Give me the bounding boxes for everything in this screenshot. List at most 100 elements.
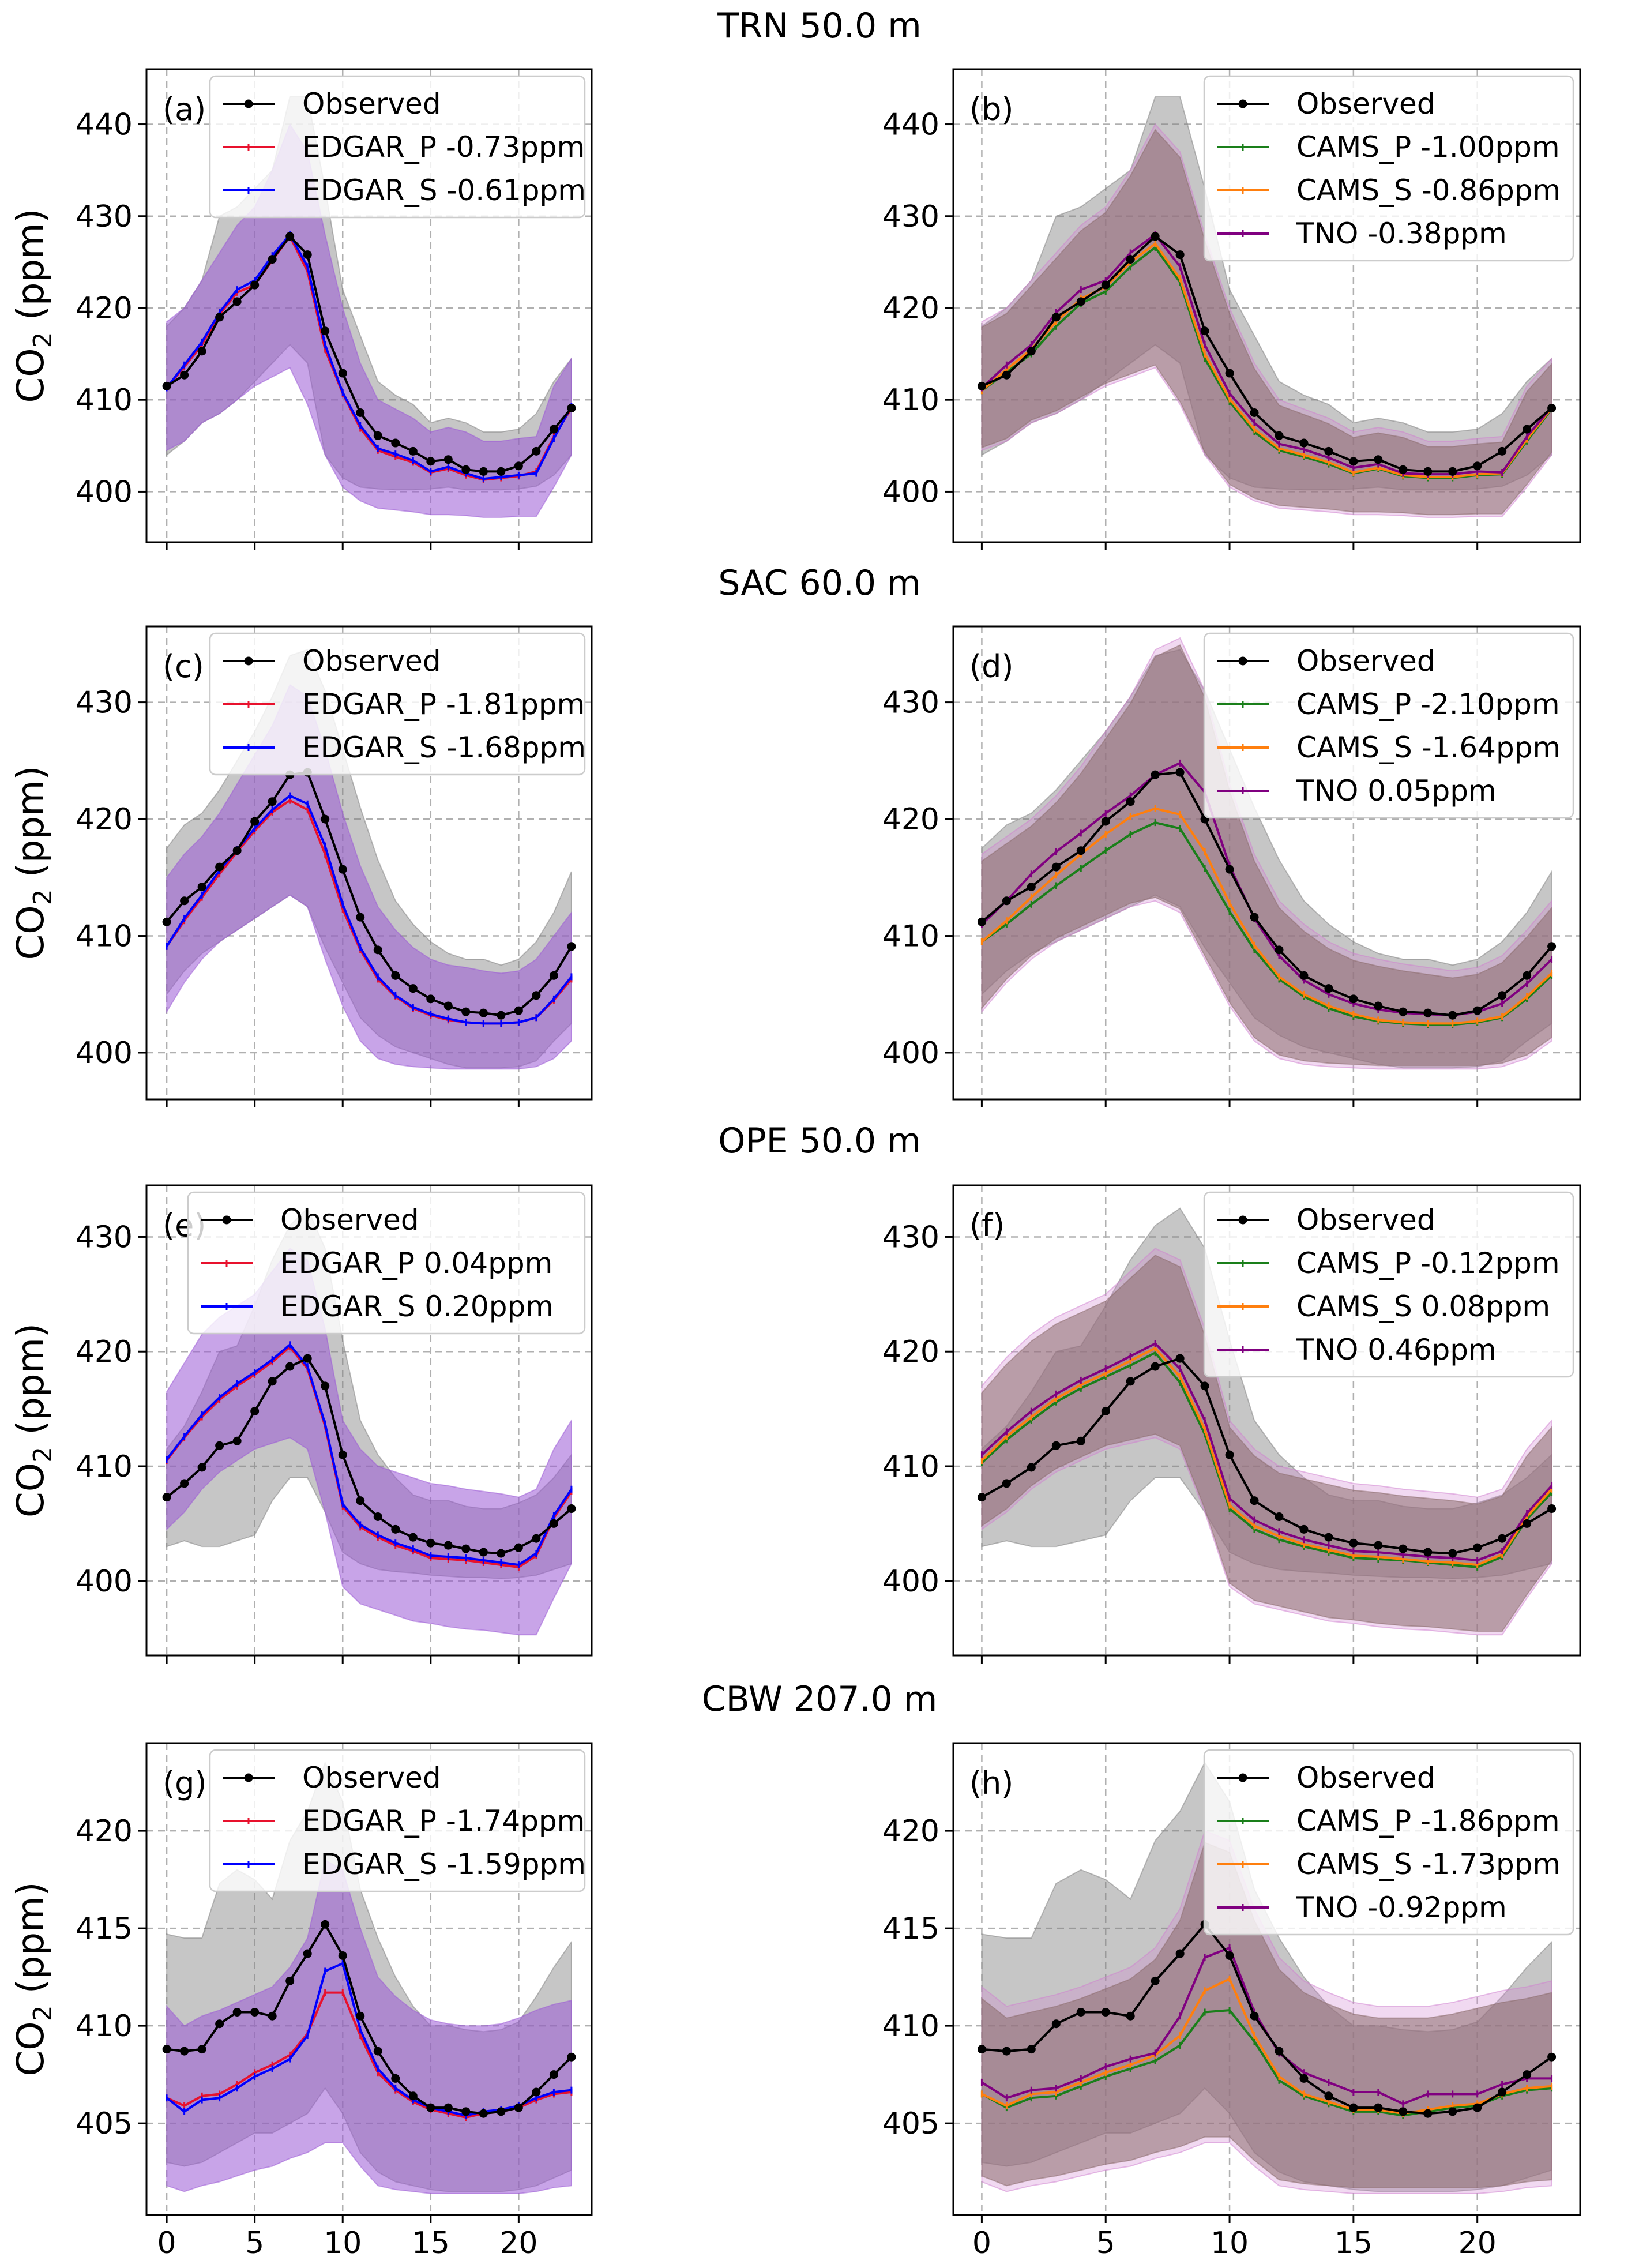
- observed-point: [391, 971, 400, 980]
- observed-point: [1299, 1524, 1309, 1534]
- observed-point: [1374, 455, 1383, 464]
- observed-point: [391, 1524, 400, 1534]
- observed-point: [180, 896, 189, 906]
- observed-point: [1200, 326, 1209, 336]
- observed-point: [443, 1001, 453, 1011]
- legend-label: EDGAR_S 0.20ppm: [280, 1290, 554, 1323]
- observed-point: [497, 467, 506, 476]
- observed-point: [443, 2103, 453, 2112]
- observed-point: [1076, 1436, 1085, 1445]
- observed-point: [567, 2052, 576, 2062]
- observed-point: [1324, 446, 1333, 456]
- row-group: TRN 50.0 m CO2 (ppm): [10, 6, 922, 403]
- x-tick-label: 10: [324, 2226, 362, 2261]
- observed-point: [1423, 1008, 1433, 1017]
- observed-point: [268, 797, 277, 806]
- observed-point: [1349, 2103, 1358, 2112]
- y-axis-label-subscript: 2: [28, 2005, 58, 2021]
- plot-frame: [952, 625, 1581, 1101]
- y-axis-label-subscript: 2: [28, 332, 58, 348]
- x-tick-label: 5: [245, 2226, 264, 2261]
- legend-label: EDGAR_P 0.04ppm: [280, 1246, 552, 1280]
- y-tick-label: 400: [882, 475, 939, 509]
- observed-point: [285, 1976, 295, 1985]
- observed-point: [1126, 255, 1135, 264]
- legend-label: Observed: [302, 87, 441, 121]
- observed-point: [426, 457, 435, 466]
- legend: Observed EDGAR_P -1.81ppm EDGAR_S -1.68ppm: [209, 632, 586, 776]
- y-axis-label: CO2 (ppm): [10, 1323, 58, 1518]
- y-tick-label: 430: [882, 686, 939, 720]
- y-tick-label: 420: [882, 291, 939, 326]
- observed-point: [514, 1006, 523, 1015]
- chart-panel-c: 400 410 420 430 (c) Observed EDGAR_P -1.81ppm E…: [76, 625, 593, 1107]
- y-axis-label-main: CO: [10, 1463, 52, 1518]
- observed-point: [303, 1949, 312, 1958]
- observed-point: [1275, 431, 1284, 440]
- observed-point: [514, 1543, 523, 1552]
- observed-point: [1523, 971, 1532, 980]
- legend-box: [209, 632, 586, 776]
- y-tick-label: 410: [76, 2009, 133, 2044]
- observed-point: [180, 1479, 189, 1488]
- observed-point: [497, 1011, 506, 1020]
- observed-point: [1399, 1007, 1408, 1016]
- observed-point: [250, 1407, 260, 1416]
- observed-point: [197, 1463, 206, 1472]
- legend-label: CAMS_S -0.86ppm: [1296, 174, 1561, 207]
- panel-letter: (a): [163, 91, 206, 127]
- y-axis-label: CO2 (ppm): [10, 209, 58, 403]
- legend-label: CAMS_S -1.64ppm: [1296, 731, 1561, 764]
- observed-point: [1473, 1006, 1482, 1015]
- observed-point: [977, 381, 986, 390]
- x-tick-label: 15: [412, 2226, 450, 2261]
- legend-label: TNO -0.92ppm: [1296, 1891, 1507, 1924]
- observed-point: [232, 1436, 242, 1445]
- x-tick-label: 0: [972, 2226, 991, 2261]
- observed-point: [1275, 2047, 1284, 2056]
- observed-point: [1126, 797, 1135, 806]
- observed-point: [338, 369, 347, 378]
- y-tick-label: 405: [882, 2106, 939, 2141]
- observed-point: [1151, 770, 1160, 779]
- y-axis-label: CO2 (ppm): [10, 1882, 58, 2077]
- observed-point: [514, 461, 523, 471]
- plot-frame: [952, 68, 1581, 543]
- observed-point: [1051, 1441, 1061, 1450]
- observed-point: [1498, 1534, 1507, 1543]
- observed-point: [250, 817, 260, 826]
- row-title: OPE 50.0 m: [718, 1121, 921, 1161]
- legend-box: [209, 75, 586, 219]
- observed-point: [1151, 1362, 1160, 1371]
- observed-point: [532, 991, 541, 1000]
- y-tick-label: 400: [76, 475, 133, 509]
- observed-point: [1151, 232, 1160, 241]
- y-tick-label: 410: [882, 383, 939, 418]
- y-axis-label-main: CO: [10, 905, 52, 960]
- observed-point: [1225, 1450, 1234, 1459]
- series-line-tno: [981, 232, 1553, 476]
- chart-panel-d: 400 410 420 430 (d) Observed CAMS_P -2.10ppm CA…: [882, 625, 1581, 1107]
- observed-point: [1250, 408, 1259, 417]
- model-spread-band: [166, 1859, 572, 2194]
- observed-point: [567, 942, 576, 951]
- legend-box: [1203, 1749, 1574, 1936]
- observed-point: [1101, 1407, 1110, 1416]
- observed-point: [532, 446, 541, 456]
- y-tick-label: 440: [76, 108, 133, 142]
- model-spread-band-cams: [981, 1255, 1552, 1632]
- panel-letter: (h): [969, 1765, 1013, 1801]
- observed-point: [1250, 913, 1259, 922]
- observed-point: [268, 2011, 277, 2021]
- legend-label: Observed: [1296, 644, 1435, 678]
- observed-point: [1225, 369, 1234, 378]
- observed-point: [1299, 438, 1309, 448]
- y-tick-label: 410: [76, 383, 133, 418]
- observed-point: [1523, 1519, 1532, 1528]
- legend-label: Observed: [1296, 1203, 1435, 1237]
- observed-point: [180, 370, 189, 380]
- legend-label: CAMS_P -1.00ppm: [1296, 130, 1560, 164]
- model-spread-band-cams: [981, 644, 1552, 1067]
- observed-point: [268, 255, 277, 264]
